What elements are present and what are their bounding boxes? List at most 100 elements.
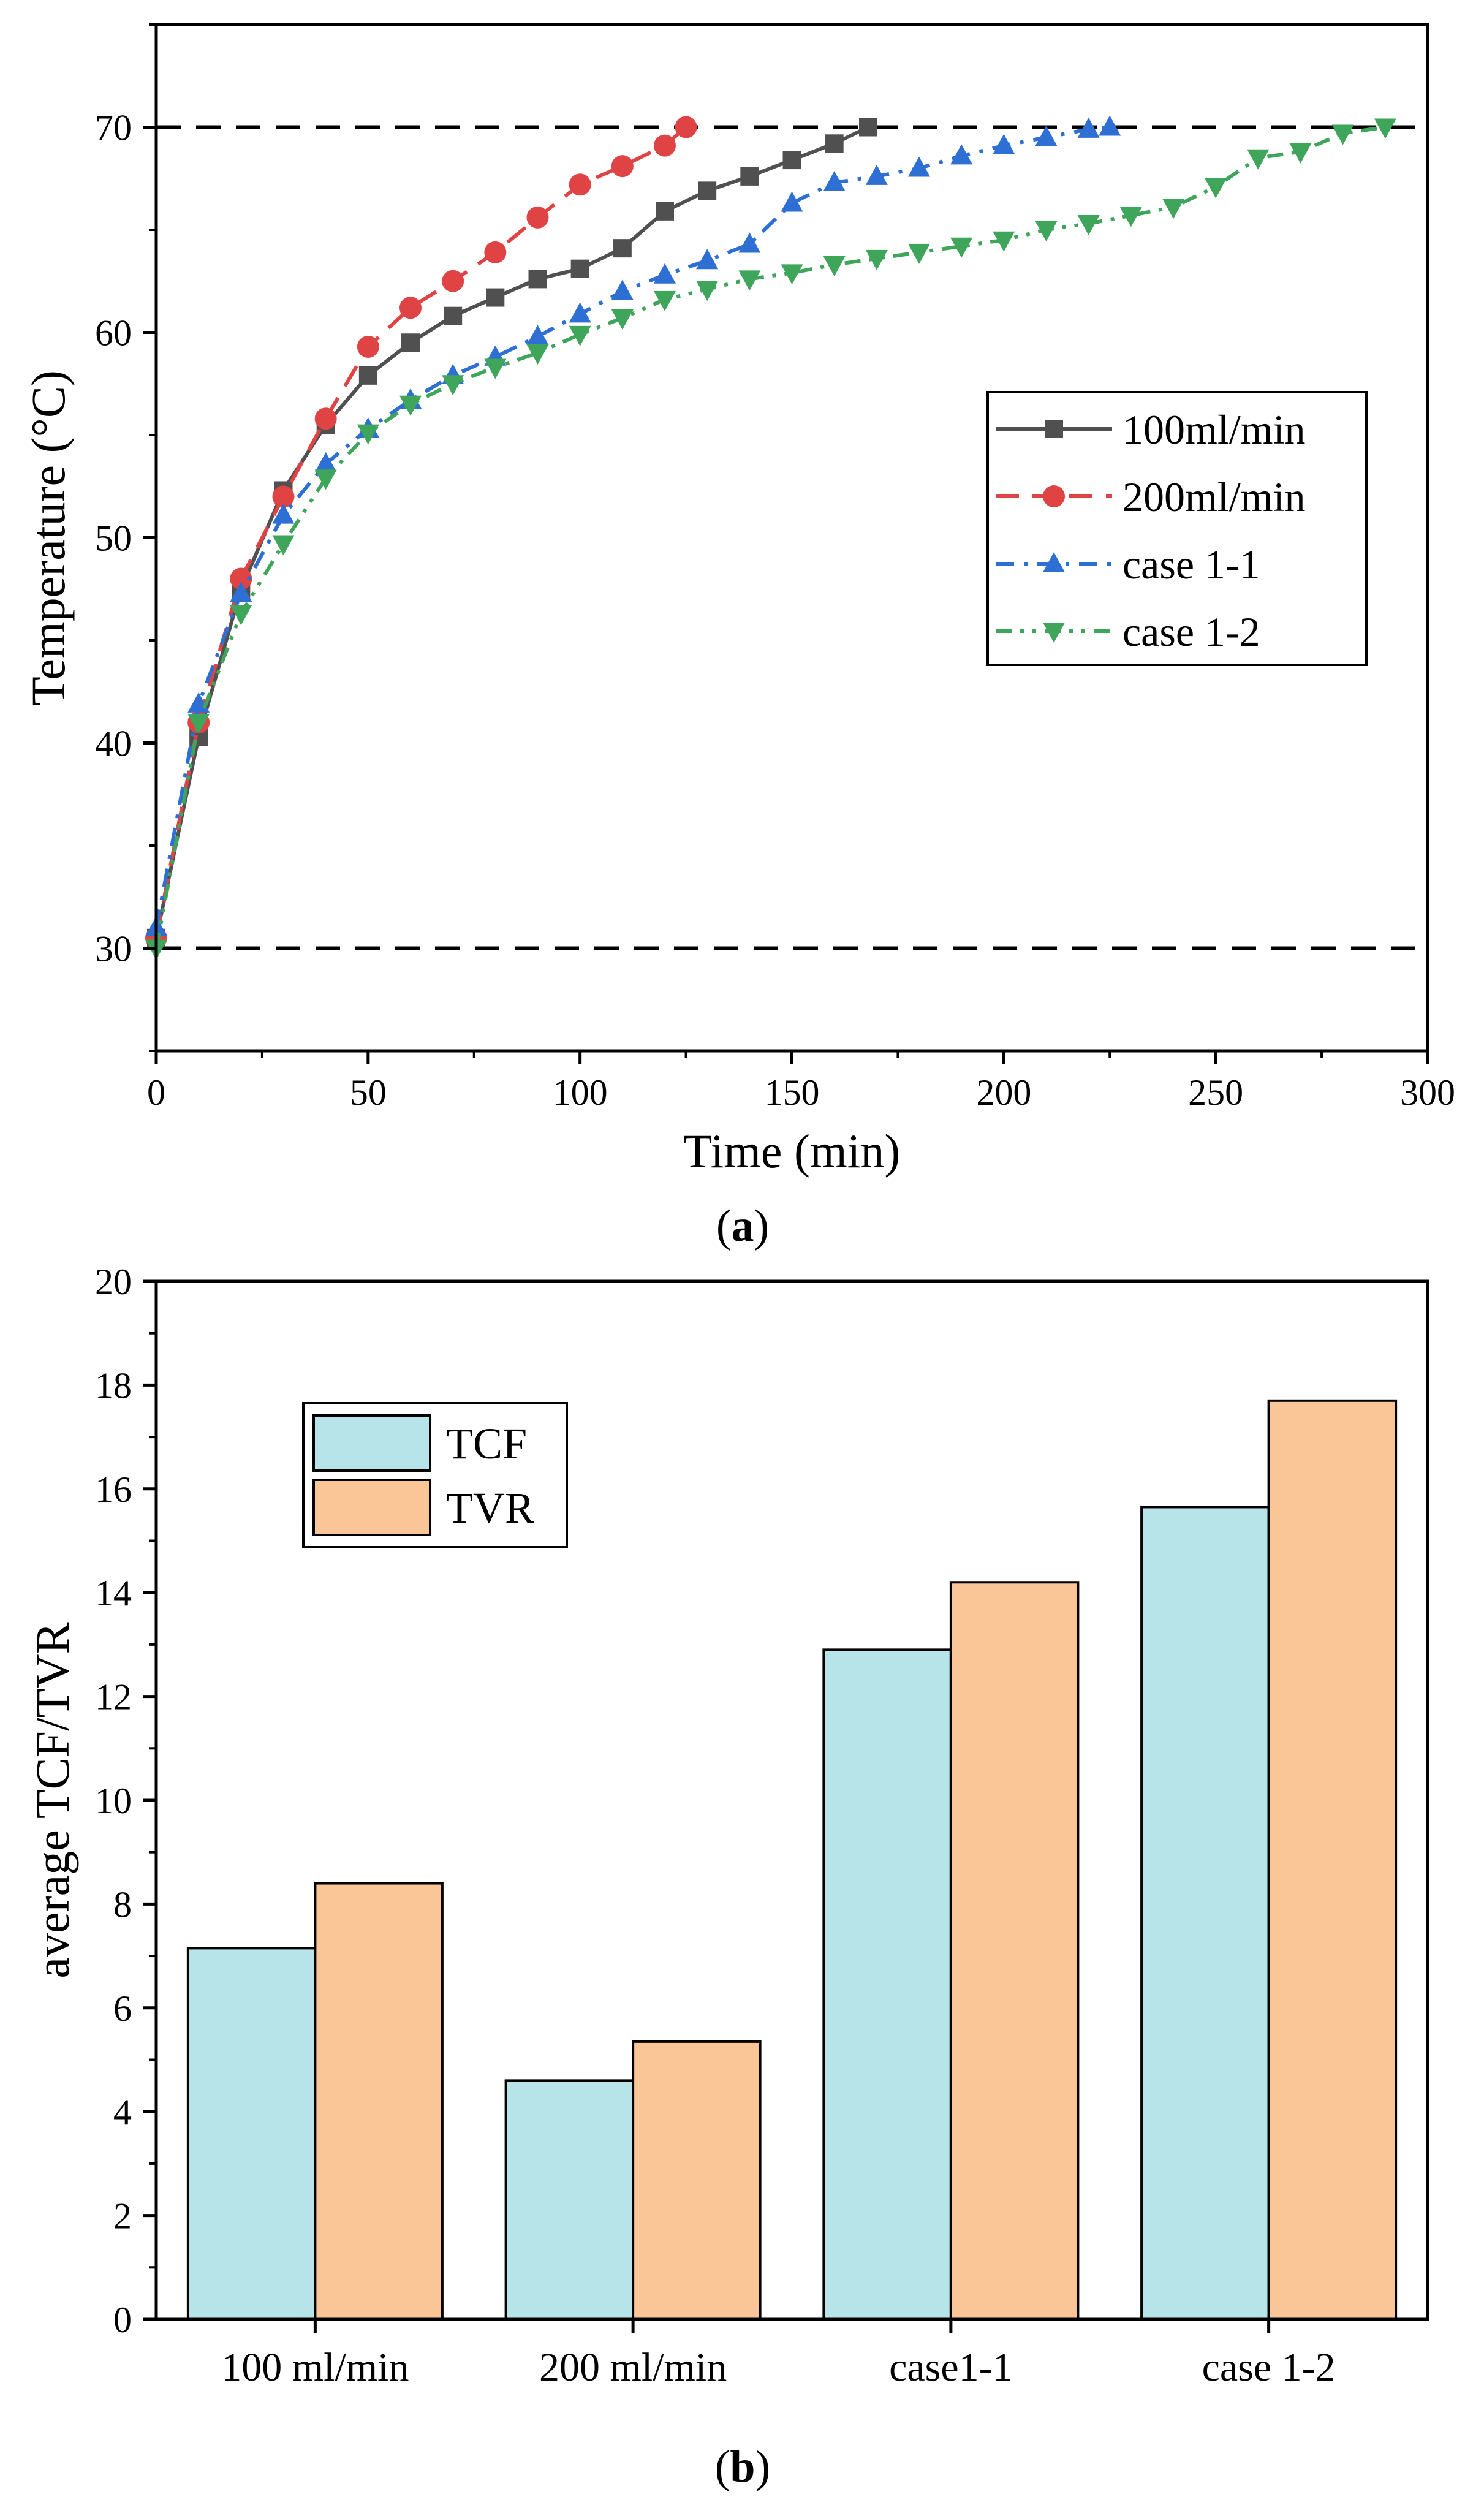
panel-a-legend: 100ml/min 200ml/min case 1-1 case 1-2 [986,391,1368,666]
series-case-1-2 [145,118,1396,960]
data-point-case-1-2-190 [950,237,973,258]
series-line-case-1-1 [154,125,1110,928]
legend-swatch-tvr [312,1479,431,1536]
panel-b-label: b [730,2442,755,2492]
x-tick-label-200: 200 [976,1072,1031,1113]
y-tick-label-6: 6 [113,1988,132,2029]
data-point-100ml-min-140 [740,167,759,186]
x-tick-label-case-1-2: case 1-2 [1202,2345,1336,2390]
legend-item-case-1-2: case 1-2 [996,608,1260,655]
data-point-200ml-min-70 [442,270,464,292]
data-point-100ml-min-90 [528,270,547,289]
y-tick-label-18: 18 [95,1365,132,1406]
series-100ml-min [147,118,877,947]
data-point-200ml-min-60 [399,297,422,319]
data-point-case-1-2-140 [738,270,761,291]
legend-item-100ml-min: 100ml/min [996,406,1305,453]
data-point-100ml-min-100 [570,259,589,278]
data-point-case-1-2-280 [1331,124,1354,145]
data-point-100ml-min-110 [613,239,632,258]
data-point-case-1-1-170 [865,164,888,185]
y-tick-label-40: 40 [95,724,132,764]
bar-tvr-100-ml-min [314,1882,444,2321]
data-point-case-1-1-180 [908,156,930,177]
data-point-case-1-1-200 [993,134,1015,154]
data-point-case-1-2-220 [1077,214,1100,235]
data-point-case-1-1-20 [230,581,252,602]
legend-item-tcf: TCF [312,1414,527,1472]
bar-tcf-100-ml-min [186,1947,317,2321]
bar-tcf-case-1-2 [1140,1506,1270,2321]
bar-tvr-case1-1 [949,1581,1080,2321]
x-tick-label-0: 0 [147,1072,165,1113]
data-point-case-1-2-30 [272,535,295,556]
data-point-100ml-min-160 [825,134,844,153]
data-point-case-1-2-270 [1289,143,1312,164]
data-point-case-1-2-130 [696,281,719,301]
y-tick-label-14: 14 [95,1573,132,1613]
panel-a-label: a [732,1201,754,1251]
x-tick-label-150: 150 [765,1072,820,1113]
data-point-case-1-2-80 [484,358,507,379]
data-point-200ml-min-30 [272,485,295,508]
data-point-case-1-1-120 [654,263,676,284]
data-point-case-1-1-190 [950,144,973,165]
data-point-case-1-1-150 [781,191,803,212]
data-point-case-1-2-260 [1247,149,1270,170]
y-tick-label-30: 30 [95,929,132,969]
bar-tcf-case1-1 [822,1648,952,2321]
data-point-200ml-min-80 [484,241,507,263]
x-tick-label-250: 250 [1188,1072,1243,1113]
data-point-case-1-2-90 [526,344,549,365]
data-point-case-1-1-110 [611,279,634,300]
series-line-200ml-min [154,126,687,939]
data-point-case-1-1-130 [696,249,719,270]
data-point-case-1-1-160 [823,170,846,191]
legend-label-tcf: TCF [446,1419,527,1468]
legend-swatch-tcf [312,1414,431,1472]
data-point-200ml-min-120 [654,134,676,157]
data-point-100ml-min-130 [698,181,717,200]
panel-b-ylabel: average TCF/TVR [26,1622,79,1978]
data-point-case-1-1-220 [1077,117,1100,138]
y-tick-label-2: 2 [113,2196,132,2237]
panel-a-ylabel: Temperature (°C) [21,370,75,706]
data-point-case-1-1-100 [569,302,591,323]
panel-a-xlabel: Time (min) [683,1124,901,1178]
y-tick-label-16: 16 [95,1469,132,1510]
panel-a-caption: (a) [716,1201,769,1251]
x-tick-label-100-ml-min: 100 ml/min [221,2345,409,2390]
y-tick-label-60: 60 [95,313,132,354]
data-point-case-1-1-225 [1099,115,1121,136]
legend-marker-200ml-min [1043,485,1065,507]
legend-item-tvr: TVR [312,1479,534,1536]
y-tick-label-0: 0 [113,2300,132,2340]
legend-marker-case-1-1 [1043,552,1065,572]
legend-marker-case-1-2 [1043,623,1065,643]
y-tick-label-10: 10 [95,1781,132,1821]
legend-label-200ml-min: 200ml/min [1122,474,1305,520]
y-tick-label-50: 50 [95,518,132,559]
x-tick-label-300: 300 [1400,1072,1455,1113]
data-point-case-1-2-10 [187,714,210,734]
data-point-100ml-min-60 [401,333,420,352]
panel-b-average-chart: 0 2 4 6 8 10 12 14 16 18 20 100 ml/min 200 ml/min cas… [26,1262,1429,2492]
data-point-100ml-min-120 [656,202,674,221]
series-200ml-min [145,116,697,949]
legend-item-200ml-min: 200ml/min [996,474,1305,520]
data-point-100ml-min-80 [486,288,505,307]
data-point-case-1-2-210 [1035,221,1058,241]
data-point-case-1-1-40 [314,452,337,472]
y-tick-label-4: 4 [113,2092,132,2132]
legend-label-case-1-2: case 1-2 [1122,608,1260,655]
bar-tvr-case-1-2 [1267,1399,1398,2321]
data-point-case-1-2-50 [357,424,379,445]
panel-b-legend: TCF TVR [302,1402,568,1548]
data-point-case-1-2-100 [569,325,591,346]
data-point-case-1-2-250 [1205,178,1227,199]
data-point-case-1-2-240 [1162,199,1184,219]
y-tick-label-12: 12 [95,1677,132,1718]
bar-tcf-200-ml-min [504,2079,635,2321]
